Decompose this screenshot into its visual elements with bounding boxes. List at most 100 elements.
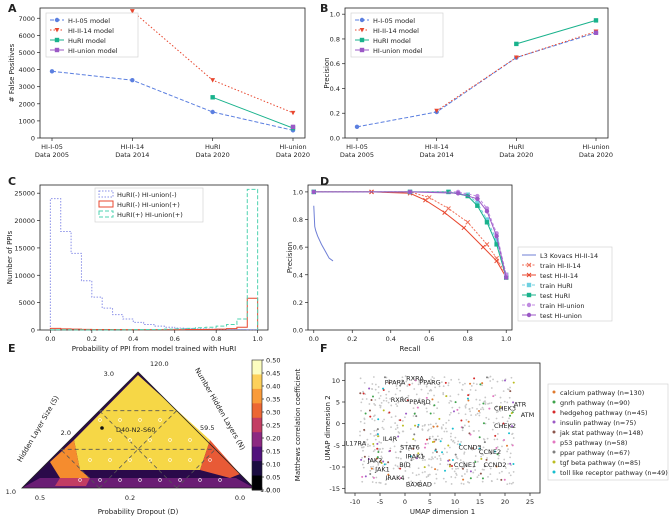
y-tick-label: 4000 [18,66,35,74]
pathway-point [376,433,379,436]
bg-point [476,412,479,415]
bg-point [481,468,484,471]
bg-point [457,467,459,470]
pathway-point [504,379,507,382]
pathway-point [500,478,503,481]
bg-point [435,477,438,480]
bg-point [379,406,382,409]
series-3 [290,124,296,130]
bg-point [507,462,510,465]
pathway-point [397,435,400,438]
bg-point [455,472,457,475]
bg-point [497,457,500,460]
bg-point [420,454,423,456]
pathway-point [472,447,475,450]
bottom-tick-label: 0.2 [125,494,135,502]
gene-label: IRAK1 [405,452,424,460]
legend-marker [552,460,556,464]
bg-point [388,390,390,393]
bg-point [421,425,424,427]
bg-point [455,467,457,470]
pathway-point [467,394,470,397]
y-tick-label: 7000 [18,15,35,23]
bg-point [434,386,437,389]
bg-point [407,476,410,479]
pathway-point [379,460,382,463]
pathway-point [377,435,380,438]
pathway-point [467,399,470,402]
bg-point [432,457,434,460]
bg-point [389,397,391,400]
bg-point [427,464,430,467]
bg-point [482,408,485,411]
pathway-point [444,381,447,384]
bg-point [465,403,468,406]
pathway-point [503,478,506,481]
bg-point [451,406,454,409]
bg-point [375,476,378,479]
bg-point [412,377,415,380]
legend-entry: test HI-II-14 [522,272,578,280]
bg-point [400,457,402,460]
bg-point [375,429,378,432]
y-tick-label: 1.0 [330,11,340,19]
bg-point [389,447,392,450]
data-point [494,258,499,264]
legend-label: H-I-05 model [68,17,110,25]
bg-point [394,451,397,454]
bg-point [396,426,399,429]
bg-point [471,406,474,409]
data-point [446,206,451,211]
bg-point [485,416,488,419]
colorbar-tick-label: 0.10 [266,460,280,468]
bg-point [416,455,419,458]
pathway-point [401,424,404,427]
pathway-point [482,422,485,425]
pathway-point [483,441,486,444]
legend-label: gnrh pathway (n=90) [560,399,630,407]
x-tick-label: Data 2020 [196,151,230,159]
bg-point [464,465,466,467]
pathway-point [369,472,372,475]
pathway-point [435,438,438,441]
pathway-point [360,458,363,461]
x-tick-label: 25 [526,498,534,506]
pathway-point [417,452,420,455]
pathway-point [382,387,385,390]
pathway-point [492,395,495,398]
pathway-point [435,450,438,453]
bg-point [486,437,489,440]
pathway-point [467,420,470,423]
legend-marker [552,440,556,444]
bg-point [442,453,445,456]
bg-point [487,418,490,421]
bg-point [375,434,377,437]
x-tick-label: 1.0 [252,335,262,343]
panel-label-f: F [320,342,328,355]
x-tick-label: HI-I-05 [346,143,368,151]
bg-point [430,458,433,461]
pathway-point [376,428,379,431]
sample-point [188,438,192,442]
bg-point [478,411,481,414]
sample-point [158,478,162,482]
legend-box [547,383,669,481]
legend-entry: ppar pathway (n=67) [552,449,630,457]
pathway-point [370,399,373,402]
colorbar-tick-label: 0.35 [266,395,280,403]
legend-marker [526,272,532,278]
gene-label: CHEK3 [494,405,516,413]
sample-point [98,478,102,482]
panel-label-a: A [8,2,17,15]
pathway-point [382,409,385,412]
pathway-point [512,401,515,404]
legend-marker [552,400,556,404]
pathway-point [383,376,386,379]
legend-marker [526,282,532,288]
colorbar-tick-label: 0.50 [266,356,280,364]
bg-point [438,438,440,441]
bg-point [411,472,414,474]
bg-point [457,412,460,415]
pathway-point [406,399,409,402]
legend-label: train HI-union [540,302,585,310]
